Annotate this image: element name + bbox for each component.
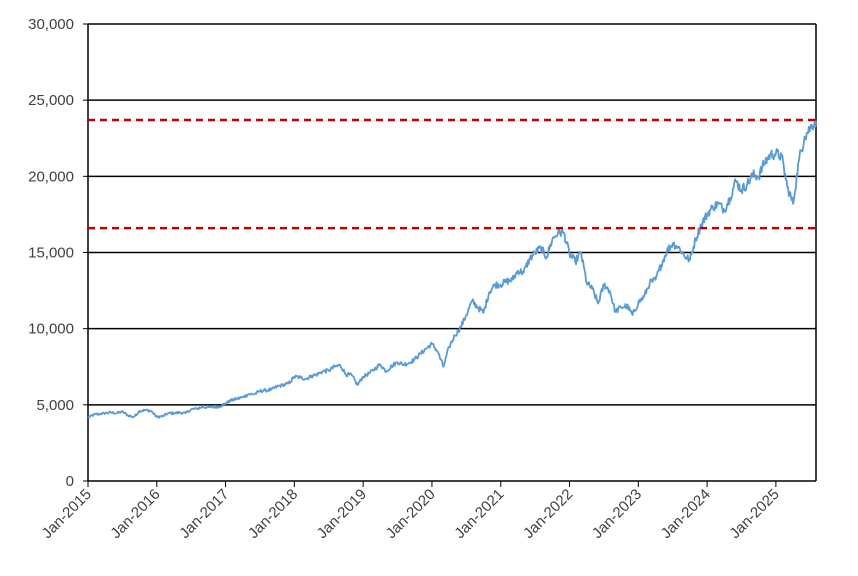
y-tick-label: 5,000 (36, 397, 74, 414)
x-tick-label: Jan-2019 (314, 486, 370, 542)
x-tick-label: Jan-2015 (39, 486, 95, 542)
x-tick-label: Jan-2021 (451, 486, 507, 542)
x-tick-label: Jan-2024 (658, 486, 714, 542)
x-tick-label: Jan-2016 (107, 486, 163, 542)
x-tick-label: Jan-2023 (589, 486, 645, 542)
x-tick-label: Jan-2022 (520, 486, 576, 542)
gridlines (83, 23, 816, 482)
series-line (87, 120, 817, 419)
x-tick-label: Jan-2020 (383, 486, 439, 542)
x-tick-label: Jan-2025 (726, 486, 782, 542)
x-tick-label: Jan-2017 (176, 486, 232, 542)
x-tick-label: Jan-2018 (245, 486, 301, 542)
x-axis-ticks (87, 481, 777, 487)
y-axis-tick-labels: 0 5,000 10,000 15,000 20,000 25,000 30,000 (28, 16, 74, 490)
y-tick-label: 0 (66, 473, 74, 490)
x-axis-tick-labels: Jan-2015 Jan-2016 Jan-2017 Jan-2018 Jan-2019… (39, 486, 783, 542)
y-tick-label: 20,000 (28, 168, 74, 185)
y-tick-label: 10,000 (28, 321, 74, 338)
y-tick-label: 30,000 (28, 16, 74, 33)
reference-lines (88, 118, 816, 230)
y-tick-label: 25,000 (28, 92, 74, 109)
series-group (87, 120, 817, 419)
y-tick-label: 15,000 (28, 245, 74, 262)
